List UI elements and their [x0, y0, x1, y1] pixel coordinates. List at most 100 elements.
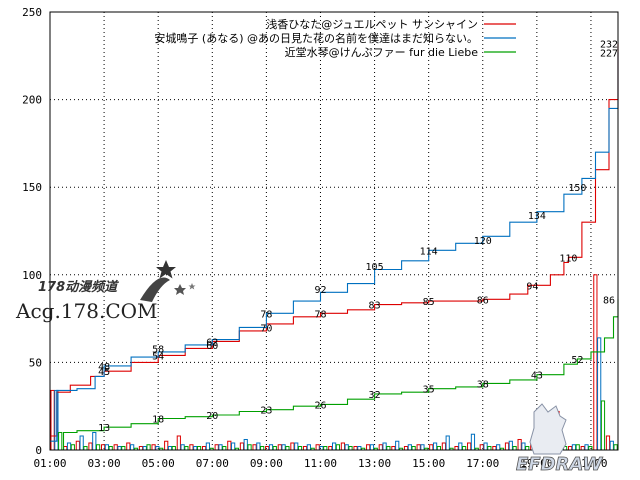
x-tick-label: 21:00: [574, 457, 607, 470]
hourly-bar: [126, 442, 131, 451]
hourly-bar: [432, 442, 438, 451]
x-tick-label: 11:00: [304, 457, 337, 470]
hourly-bar: [328, 445, 333, 451]
hourly-bar: [176, 435, 181, 451]
hourly-bar: [319, 445, 324, 451]
x-tick-label: 07:00: [196, 457, 229, 470]
data-label: 54: [152, 351, 164, 362]
hourly-bar: [395, 440, 400, 451]
data-label: 26: [314, 400, 326, 411]
hourly-bar: [117, 445, 122, 451]
hourly-bar: [416, 444, 421, 451]
data-label: 78: [260, 309, 272, 320]
watermark-site-cn: 178动漫频道: [38, 279, 119, 295]
hourly-bar: [597, 337, 602, 451]
hourly-bar: [268, 444, 274, 451]
hourly-bar: [218, 444, 223, 451]
hourly-bar: [512, 445, 517, 451]
hourly-bar: [436, 445, 441, 451]
hourly-bar: [239, 442, 245, 451]
hourly-bar: [281, 444, 286, 451]
hourly-bar: [227, 440, 232, 451]
hourly-bar: [88, 442, 93, 451]
hourly-bar: [297, 445, 303, 451]
hourly-bar: [63, 445, 68, 451]
hourly-bar: [517, 438, 522, 451]
data-label: 150: [568, 183, 586, 194]
hourly-bar: [593, 274, 598, 451]
hourly-bar: [382, 442, 387, 451]
data-label: 114: [420, 246, 438, 257]
hourly-bar: [290, 442, 295, 451]
hourly-bar: [411, 445, 416, 451]
hourly-bar: [58, 431, 63, 451]
hourly-bar: [613, 444, 618, 451]
y-tick-label: 200: [22, 94, 42, 107]
series-line: [50, 43, 619, 437]
x-tick-label: 05:00: [142, 457, 175, 470]
hourly-bar: [487, 445, 492, 451]
swoosh-icon: [140, 277, 170, 302]
hourly-bar: [391, 445, 396, 451]
hourly-bar: [138, 445, 144, 451]
hourly-bar: [171, 445, 176, 451]
hourly-bar: [609, 440, 614, 451]
hourly-bar: [196, 445, 202, 451]
data-label: 110: [559, 253, 577, 264]
hourly-bar: [340, 442, 346, 451]
data-label: 48: [98, 362, 110, 373]
star-icon: [156, 260, 176, 279]
hourly-bar: [75, 440, 80, 451]
data-label: 20: [206, 411, 218, 422]
hourly-bar: [580, 445, 585, 451]
hourly-bar: [92, 431, 97, 451]
hourly-bar: [184, 445, 189, 451]
data-label: 120: [474, 236, 492, 247]
hourly-bar: [189, 444, 194, 451]
hourly-bar: [214, 444, 219, 451]
hourly-bar: [571, 444, 577, 451]
y-tick-label: 50: [29, 356, 42, 369]
hourly-bar: [344, 444, 349, 451]
x-tick-label: 01:00: [33, 457, 66, 470]
hourly-bar: [568, 445, 573, 451]
data-label: 60: [206, 341, 218, 352]
series-line: [50, 52, 619, 442]
data-label: 86: [477, 295, 489, 306]
y-tick-label: 100: [22, 269, 42, 282]
star-icon-tiny: [188, 283, 196, 290]
hourly-bar: [252, 444, 257, 451]
hourly-bar: [467, 442, 472, 451]
data-label: 38: [477, 379, 489, 390]
data-labels: 45 54 60 70 78 83 85 86 94 110 232 48 58 62 78 92 105 114…: [98, 40, 618, 435]
hourly-bar: [492, 445, 497, 451]
hourly-bar: [155, 445, 160, 451]
hourly-bar: [306, 444, 311, 451]
legend-label: 近堂水琴@けんぷファー fur die Liebe: [285, 46, 479, 59]
hourly-bar: [366, 444, 371, 451]
data-label: 62: [206, 337, 218, 348]
data-label: 105: [366, 262, 384, 273]
hourly-bar: [335, 444, 341, 451]
hourly-bar: [151, 444, 156, 451]
data-label: 45: [98, 367, 110, 378]
y-tick-label: 0: [35, 444, 42, 457]
hourly-bar: [525, 445, 530, 451]
hourly-bar: [294, 442, 299, 451]
x-tick-label: 03:00: [88, 457, 121, 470]
hourly-bar: [285, 445, 290, 451]
hourly-bar: [445, 435, 450, 451]
hourly-bar: [429, 444, 434, 451]
hourly-bar: [302, 445, 308, 451]
data-label: 23: [260, 406, 272, 417]
hourly-bar: [470, 433, 476, 451]
hourly-bar: [357, 445, 362, 451]
hourly-bar: [231, 442, 236, 451]
hourly-bar: [508, 440, 513, 451]
hourly-bar: [331, 442, 337, 451]
data-label: 70: [260, 323, 272, 334]
hourly-bar: [83, 445, 88, 451]
star-icon-small: [174, 284, 186, 295]
